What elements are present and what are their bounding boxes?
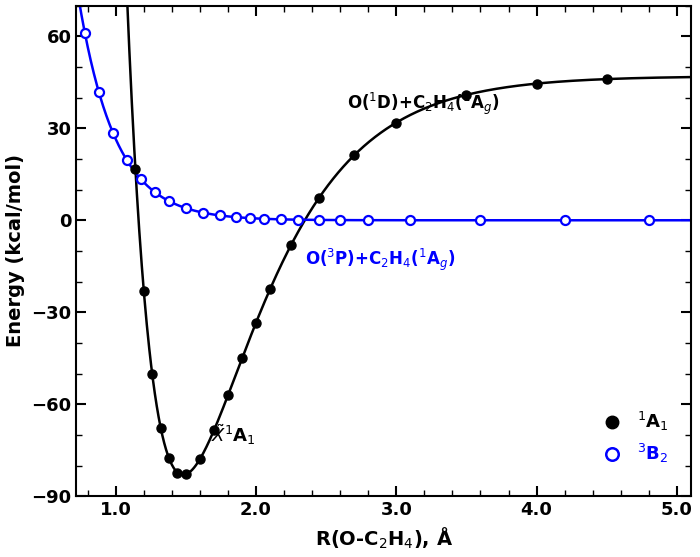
Text: O($^1$D)+C$_2$H$_4$($^1$A$_g$): O($^1$D)+C$_2$H$_4$($^1$A$_g$) (347, 91, 499, 117)
Text: O($^3$P)+C$_2$H$_4$($^1$A$_g$): O($^3$P)+C$_2$H$_4$($^1$A$_g$) (305, 247, 456, 273)
Y-axis label: Energy (kcal/mol): Energy (kcal/mol) (6, 154, 25, 348)
Text: $\tilde{X}$$^1$A$_1$: $\tilde{X}$$^1$A$_1$ (211, 423, 256, 447)
Legend: $^1$A$_1$, $^3$B$_2$: $^1$A$_1$, $^3$B$_2$ (587, 403, 676, 472)
X-axis label: R(O-C$_2$H$_4$), Å: R(O-C$_2$H$_4$), Å (314, 526, 453, 551)
